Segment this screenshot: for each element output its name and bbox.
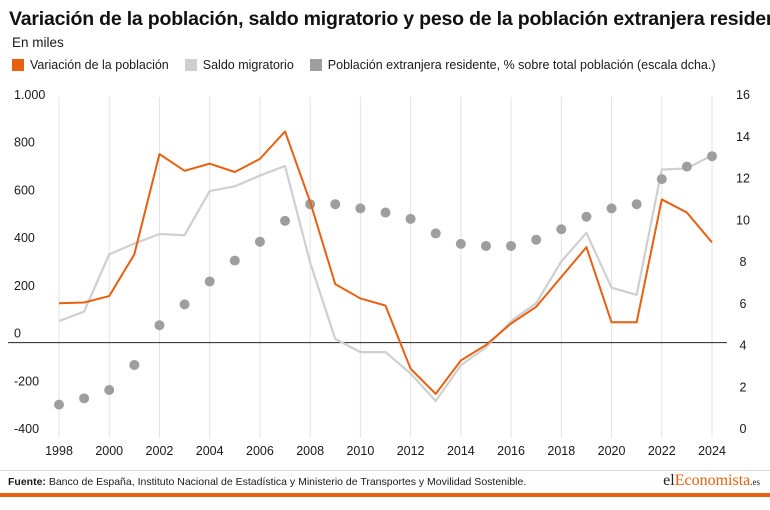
point-extranjera-1999 xyxy=(79,393,90,404)
y-right-tick-label: 10 xyxy=(736,213,750,227)
y-left-tick-label: 800 xyxy=(14,136,35,150)
point-extranjera-2007 xyxy=(280,215,291,226)
legend-swatch-saldo xyxy=(184,59,197,71)
series-line-variacion xyxy=(58,130,713,395)
point-extranjera-2003 xyxy=(179,299,190,310)
point-extranjera-2016 xyxy=(506,240,517,251)
y-right-tick-label: 16 xyxy=(736,88,750,102)
point-extranjera-2012 xyxy=(405,213,416,224)
source-note: Fuente: Banco de España, Instituto Nacio… xyxy=(8,476,526,488)
x-tick-label: 2006 xyxy=(246,444,274,458)
footer-divider xyxy=(0,470,770,471)
legend: Variación de la población Saldo migrator… xyxy=(12,56,732,74)
y-right-tick-label: 4 xyxy=(740,339,747,353)
legend-swatch-variacion xyxy=(12,59,24,71)
point-extranjera-2015 xyxy=(480,240,491,251)
point-extranjera-2011 xyxy=(380,207,391,218)
y-left-tick-label: 0 xyxy=(14,327,21,341)
x-tick-label: 2004 xyxy=(196,444,224,458)
y-right-tick-label: 6 xyxy=(740,297,747,311)
x-tick-label: 2000 xyxy=(95,444,123,458)
point-extranjera-2005 xyxy=(229,255,240,266)
brand-suffix: .es xyxy=(750,477,760,487)
point-extranjera-2022 xyxy=(656,174,667,185)
x-tick-label: 2022 xyxy=(648,444,676,458)
point-extranjera-2006 xyxy=(254,236,265,247)
series-line-saldo xyxy=(58,154,713,403)
x-tick-label: 1998 xyxy=(45,444,73,458)
source-text: Banco de España, Instituto Nacional de E… xyxy=(45,476,527,488)
y-right-tick-label: 8 xyxy=(740,255,747,269)
point-extranjera-2020 xyxy=(606,203,617,214)
point-extranjera-2018 xyxy=(556,224,567,235)
x-tick-label: 2020 xyxy=(598,444,626,458)
point-extranjera-2009 xyxy=(330,199,341,210)
legend-item-extranjera: Población extranjera residente, % sobre … xyxy=(309,58,716,72)
point-extranjera-2013 xyxy=(430,228,441,239)
y-left-tick-label: 400 xyxy=(14,231,35,245)
x-tick-label: 2024 xyxy=(698,444,726,458)
x-tick-label: 2018 xyxy=(547,444,575,458)
y-right-tick-label: 0 xyxy=(740,422,747,436)
legend-label-extranjera: Población extranjera residente, % sobre … xyxy=(327,58,716,72)
chart-subtitle: En miles xyxy=(12,35,64,50)
legend-swatch-extranjera xyxy=(309,59,322,71)
legend-item-saldo: Saldo migratorio xyxy=(184,58,294,72)
chart-title: Variación de la población, saldo migrato… xyxy=(9,8,770,30)
x-tick-label: 2012 xyxy=(397,444,425,458)
x-tick-label: 2014 xyxy=(447,444,475,458)
y-right-tick-label: 12 xyxy=(736,172,750,186)
y-right-tick-label: 14 xyxy=(736,130,750,144)
point-extranjera-2019 xyxy=(581,211,592,222)
y-right-tick-label: 2 xyxy=(740,380,747,394)
y-left-tick-label: 1.000 xyxy=(14,88,45,102)
point-extranjera-2002 xyxy=(154,320,165,331)
point-extranjera-2001 xyxy=(129,359,140,370)
x-tick-label: 2016 xyxy=(497,444,525,458)
y-left-tick-label: 200 xyxy=(14,279,35,293)
point-extranjera-2021 xyxy=(631,199,642,210)
legend-item-variacion: Variación de la población xyxy=(12,58,169,72)
chart-plot: -400 -200 0 200 400 600 800 1.000 0 2 4 6 8 10 12 14 16 1… xyxy=(8,88,750,458)
point-extranjera-2014 xyxy=(455,238,466,249)
point-extranjera-2017 xyxy=(531,234,542,245)
brand-prefix: el xyxy=(663,472,675,489)
legend-label-variacion: Variación de la población xyxy=(30,58,169,72)
y-left-tick-label: 600 xyxy=(14,183,35,197)
x-tick-label: 2010 xyxy=(346,444,374,458)
point-extranjera-2004 xyxy=(204,276,215,287)
y-left-tick-label: -400 xyxy=(14,422,39,436)
point-extranjera-1998 xyxy=(54,399,64,410)
point-extranjera-2000 xyxy=(104,384,115,395)
y-left-tick-label: -200 xyxy=(14,374,39,388)
brand-bar xyxy=(0,493,770,497)
brand-accent: Economista xyxy=(674,472,751,489)
point-extranjera-2023 xyxy=(681,161,692,172)
legend-label-saldo: Saldo migratorio xyxy=(202,58,294,72)
x-tick-label: 2008 xyxy=(296,444,324,458)
x-tick-label: 2002 xyxy=(146,444,174,458)
brand-logo: elEconomista.es xyxy=(663,472,760,490)
point-extranjera-2010 xyxy=(355,203,366,214)
point-extranjera-2024 xyxy=(707,151,717,162)
source-label: Fuente: xyxy=(8,476,46,488)
